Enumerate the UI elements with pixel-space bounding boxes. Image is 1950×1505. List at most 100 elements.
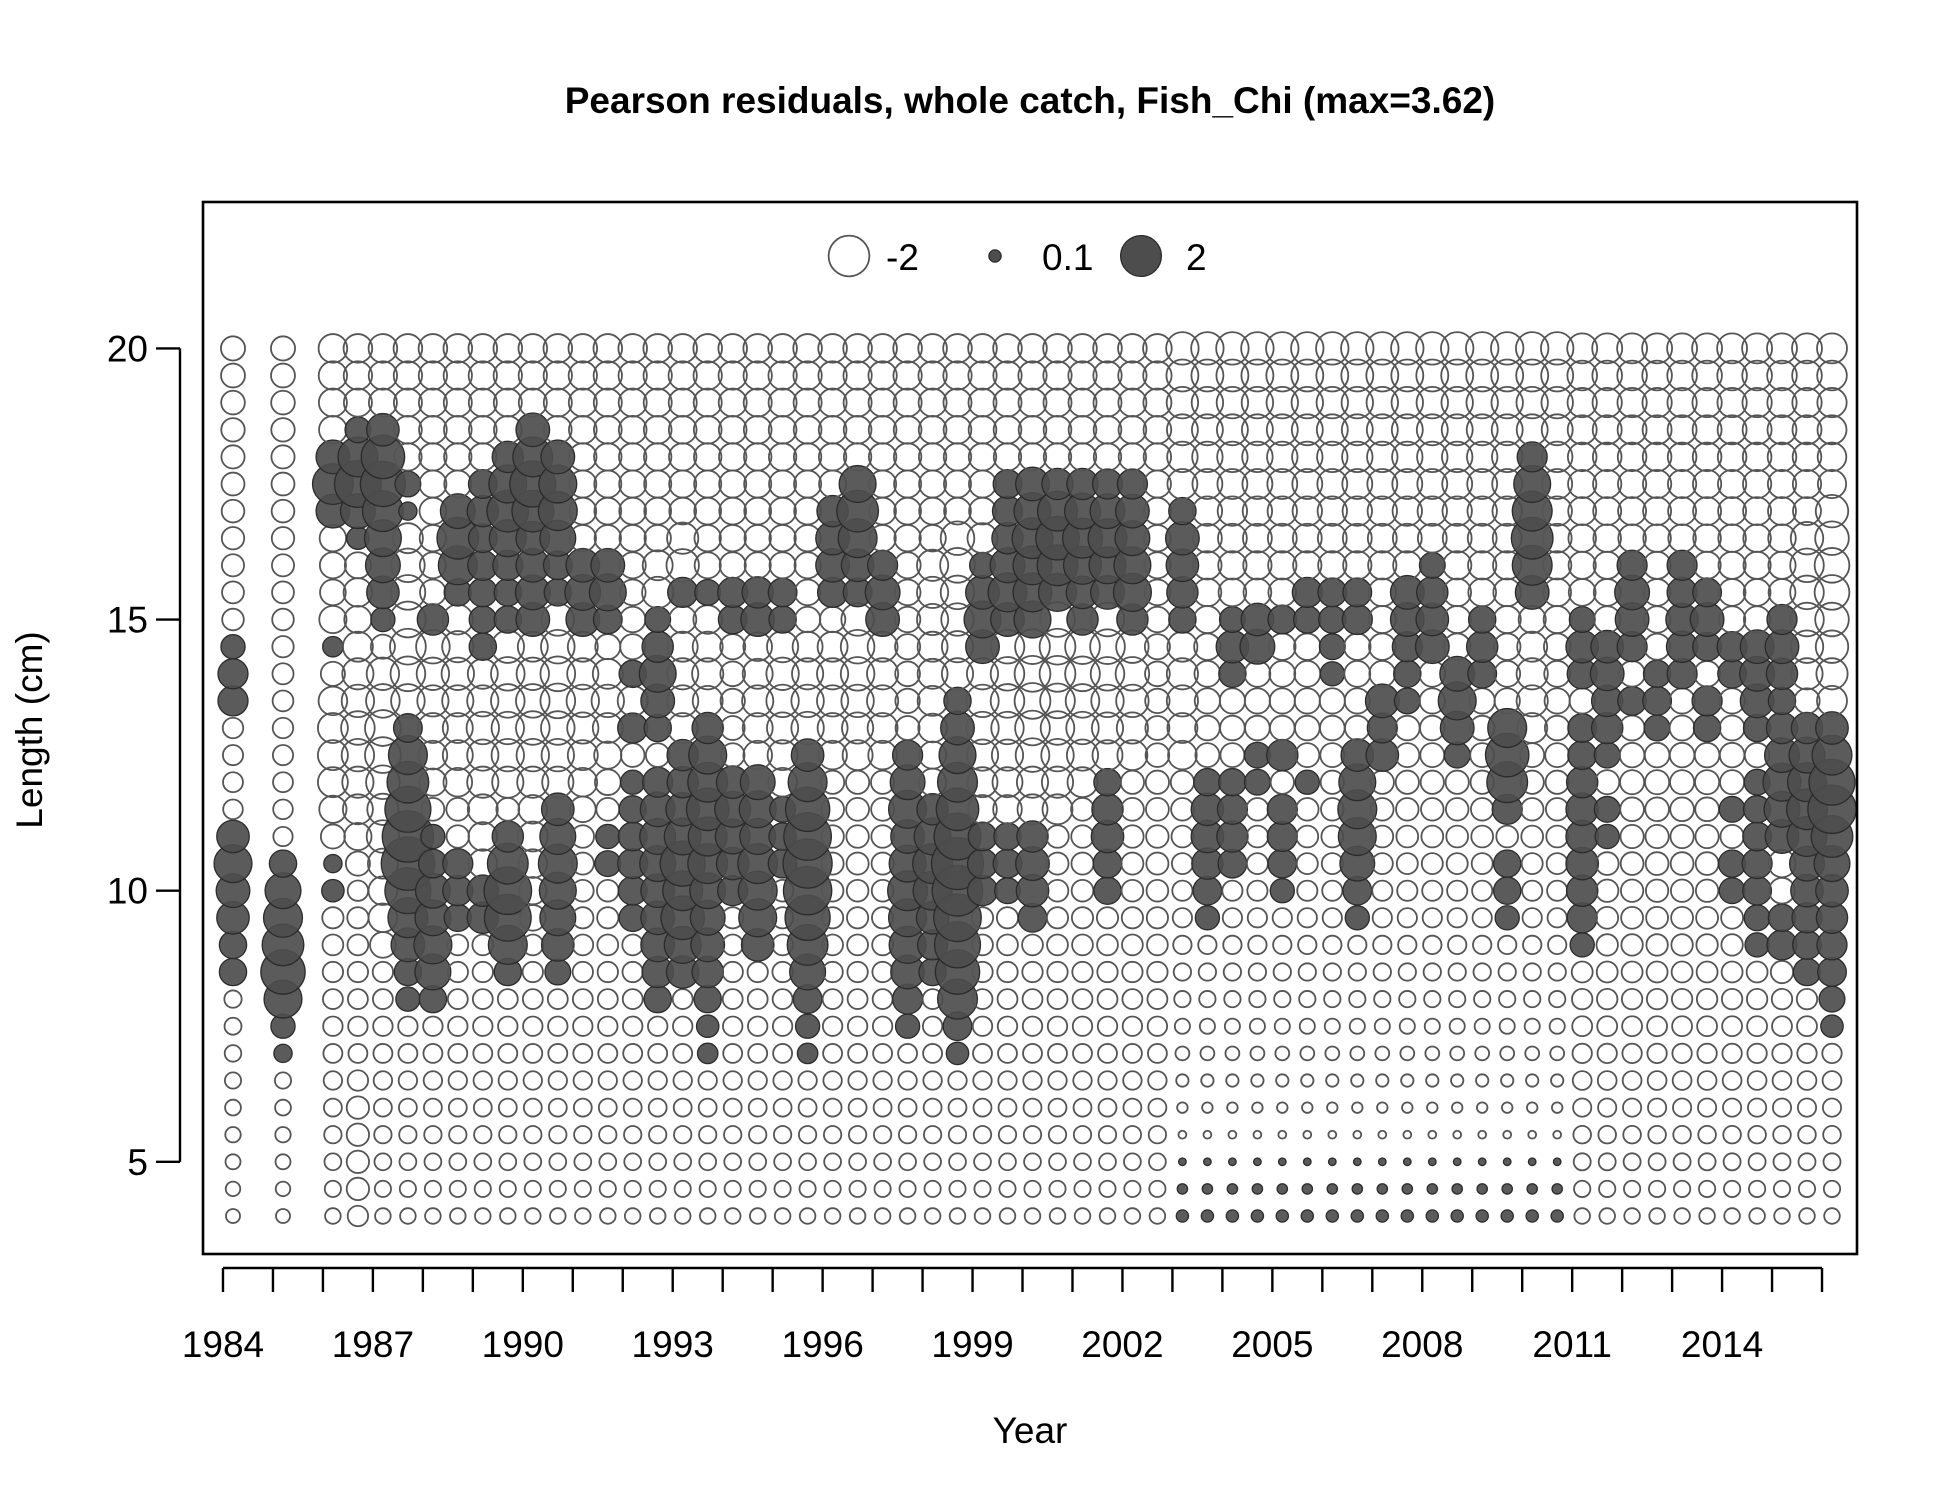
residual-bubble-negative	[1394, 742, 1421, 768]
residual-bubble-negative	[1022, 1043, 1043, 1064]
residual-bubble-negative	[1550, 1073, 1565, 1088]
residual-bubble-negative	[398, 1179, 417, 1198]
residual-bubble-negative	[840, 683, 875, 719]
residual-bubble-negative	[441, 712, 474, 744]
residual-bubble-positive	[1350, 1209, 1365, 1223]
residual-bubble-negative	[1722, 1152, 1742, 1172]
residual-bubble-negative	[540, 737, 575, 773]
residual-bubble-negative	[398, 1152, 418, 1172]
residual-bubble-negative	[1447, 934, 1468, 955]
residual-bubble-negative	[1420, 797, 1445, 822]
residual-bubble-negative	[648, 1152, 668, 1172]
residual-bubble-negative	[1191, 440, 1224, 474]
residual-bubble-negative	[1748, 1179, 1767, 1198]
residual-bubble-negative	[771, 988, 794, 1010]
residual-bubble-negative	[1442, 577, 1472, 608]
residual-bubble-negative	[1821, 1097, 1843, 1118]
residual-bubble-negative	[391, 522, 424, 555]
residual-bubble-positive	[1767, 686, 1797, 716]
residual-bubble-negative	[1416, 440, 1449, 474]
residual-bubble-negative	[965, 738, 1000, 772]
residual-bubble-negative	[1142, 333, 1173, 364]
residual-bubble-negative	[1571, 1015, 1594, 1038]
residual-bubble-negative	[917, 360, 948, 391]
residual-bubble-negative	[1177, 1129, 1188, 1140]
residual-bubble-negative	[467, 333, 499, 364]
residual-bubble-negative	[342, 387, 373, 418]
residual-bubble-negative	[1216, 468, 1249, 500]
residual-bubble-negative	[473, 1179, 492, 1198]
residual-bubble-positive	[643, 984, 672, 1014]
residual-bubble-negative	[1316, 440, 1349, 474]
residual-bubble-negative	[772, 1043, 793, 1064]
residual-bubble-negative	[1473, 1017, 1491, 1035]
residual-bubble-negative	[1519, 769, 1545, 795]
residual-bubble-negative	[1771, 1097, 1793, 1118]
residual-bubble-negative	[1446, 879, 1469, 902]
residual-bubble-negative	[365, 656, 401, 691]
residual-bubble-negative	[1766, 468, 1798, 500]
residual-bubble-negative	[1023, 1179, 1042, 1198]
residual-bubble-negative	[1813, 574, 1851, 611]
residual-bubble-positive	[1817, 957, 1847, 987]
residual-bubble-negative	[1048, 1152, 1067, 1172]
residual-bubble-negative	[517, 333, 549, 364]
residual-bubble-negative	[642, 387, 673, 418]
residual-bubble-negative	[697, 1070, 718, 1091]
residual-bubble-negative	[399, 1207, 417, 1225]
residual-bubble-negative	[1596, 1015, 1619, 1038]
residual-bubble-negative	[1397, 934, 1418, 955]
residual-bubble-negative	[1419, 769, 1445, 795]
residual-bubble-negative	[1791, 387, 1823, 419]
residual-bubble-negative	[1814, 493, 1850, 529]
residual-bubble-negative	[967, 794, 998, 825]
residual-bubble-negative	[1014, 709, 1051, 747]
residual-bubble-negative	[566, 711, 600, 745]
residual-bubble-positive	[1815, 711, 1849, 745]
residual-bubble-negative	[1265, 331, 1300, 366]
residual-bubble-positive	[1691, 685, 1723, 717]
residual-bubble-negative	[1620, 933, 1644, 957]
residual-bubble-negative	[1424, 1045, 1441, 1062]
legend: -2 0.1 2	[827, 234, 1207, 278]
residual-bubble-negative	[492, 333, 524, 364]
residual-bubble-negative	[1013, 682, 1052, 720]
residual-bubble-negative	[1666, 414, 1698, 446]
residual-bubble-negative	[1423, 1017, 1441, 1035]
residual-bubble-negative	[1176, 1101, 1189, 1114]
residual-bubble-negative	[1420, 852, 1444, 876]
residual-bubble-negative	[1225, 1073, 1240, 1088]
residual-bubble-negative	[467, 360, 498, 391]
residual-bubble-negative	[1616, 359, 1648, 392]
residual-bubble-negative	[1421, 879, 1444, 902]
residual-bubble-negative	[1097, 1043, 1118, 1064]
x-tick-label: 2011	[1532, 1324, 1612, 1365]
residual-bubble-negative	[1445, 824, 1469, 849]
residual-bubble-negative	[390, 683, 426, 719]
residual-bubble-negative	[1301, 1101, 1314, 1114]
residual-bubble-positive	[1594, 823, 1620, 850]
residual-bubble-negative	[274, 1098, 292, 1117]
residual-bubble-negative	[1190, 331, 1225, 366]
residual-bubble-negative	[1216, 413, 1249, 447]
residual-bubble-negative	[1796, 1015, 1818, 1038]
residual-bubble-negative	[748, 1207, 767, 1225]
residual-bubble-negative	[742, 360, 773, 391]
residual-bubble-positive	[1217, 848, 1248, 879]
residual-bubble-negative	[622, 1015, 644, 1037]
residual-bubble-negative	[1521, 907, 1543, 929]
residual-bubble-negative	[1295, 824, 1320, 849]
residual-bubble-negative	[893, 605, 922, 634]
residual-bubble-negative	[1290, 331, 1325, 366]
x-tick-label: 1993	[632, 1324, 714, 1365]
residual-bubble-negative	[340, 710, 376, 746]
residual-bubble-negative	[572, 1070, 593, 1091]
residual-bubble-negative	[1716, 414, 1748, 446]
residual-bubble-negative	[373, 1152, 393, 1172]
residual-bubble-negative	[1467, 577, 1497, 608]
residual-bubble-negative	[1241, 468, 1274, 500]
residual-bubble-negative	[498, 1179, 517, 1198]
residual-bubble-negative	[223, 1071, 242, 1090]
residual-bubble-negative	[1415, 385, 1449, 420]
residual-bubble-negative	[1190, 358, 1225, 393]
